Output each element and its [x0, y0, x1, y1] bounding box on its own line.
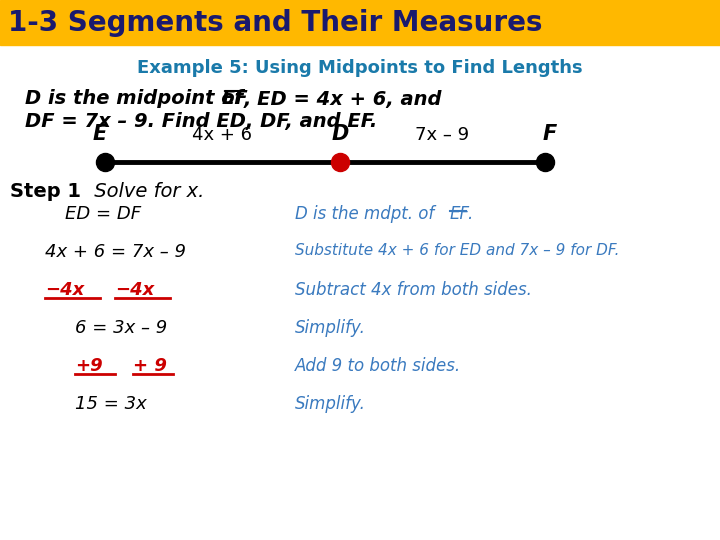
Text: D is the midpoint of: D is the midpoint of — [25, 90, 250, 109]
Text: DF = 7x – 9. Find ED, DF, and EF.: DF = 7x – 9. Find ED, DF, and EF. — [25, 111, 377, 131]
Text: EF: EF — [222, 90, 248, 109]
Text: Subtract 4x from both sides.: Subtract 4x from both sides. — [295, 281, 532, 299]
Text: + 9: + 9 — [133, 357, 167, 375]
Text: F: F — [543, 124, 557, 144]
Text: EF: EF — [450, 205, 470, 223]
Text: E: E — [93, 124, 107, 144]
Text: D is the mdpt. of: D is the mdpt. of — [295, 205, 439, 223]
Text: Substitute 4x + 6 for ED and 7x – 9 for DF.: Substitute 4x + 6 for ED and 7x – 9 for … — [295, 243, 619, 258]
Text: Simplify.: Simplify. — [295, 319, 366, 337]
Text: ED = DF: ED = DF — [65, 205, 141, 223]
Text: 6 = 3x – 9: 6 = 3x – 9 — [75, 319, 167, 337]
Text: 1-3 Segments and Their Measures: 1-3 Segments and Their Measures — [8, 9, 542, 37]
Text: Add 9 to both sides.: Add 9 to both sides. — [295, 357, 461, 375]
Text: Example 5: Using Midpoints to Find Lengths: Example 5: Using Midpoints to Find Lengt… — [138, 59, 582, 77]
Text: D: D — [331, 124, 348, 144]
Text: Simplify.: Simplify. — [295, 395, 366, 413]
Text: 7x – 9: 7x – 9 — [415, 126, 469, 144]
Text: −4x: −4x — [115, 281, 154, 299]
Text: 4x + 6 = 7x – 9: 4x + 6 = 7x – 9 — [45, 243, 186, 261]
Text: +9: +9 — [75, 357, 103, 375]
Text: 15 = 3x: 15 = 3x — [75, 395, 147, 413]
Text: , ED = 4x + 6, and: , ED = 4x + 6, and — [244, 90, 443, 109]
Text: 4x + 6: 4x + 6 — [192, 126, 253, 144]
Text: Step 1: Step 1 — [10, 182, 81, 201]
Text: −4x: −4x — [45, 281, 84, 299]
Bar — [0, 0, 720, 45]
Text: .: . — [467, 205, 472, 223]
Text: Solve for x.: Solve for x. — [88, 182, 204, 201]
